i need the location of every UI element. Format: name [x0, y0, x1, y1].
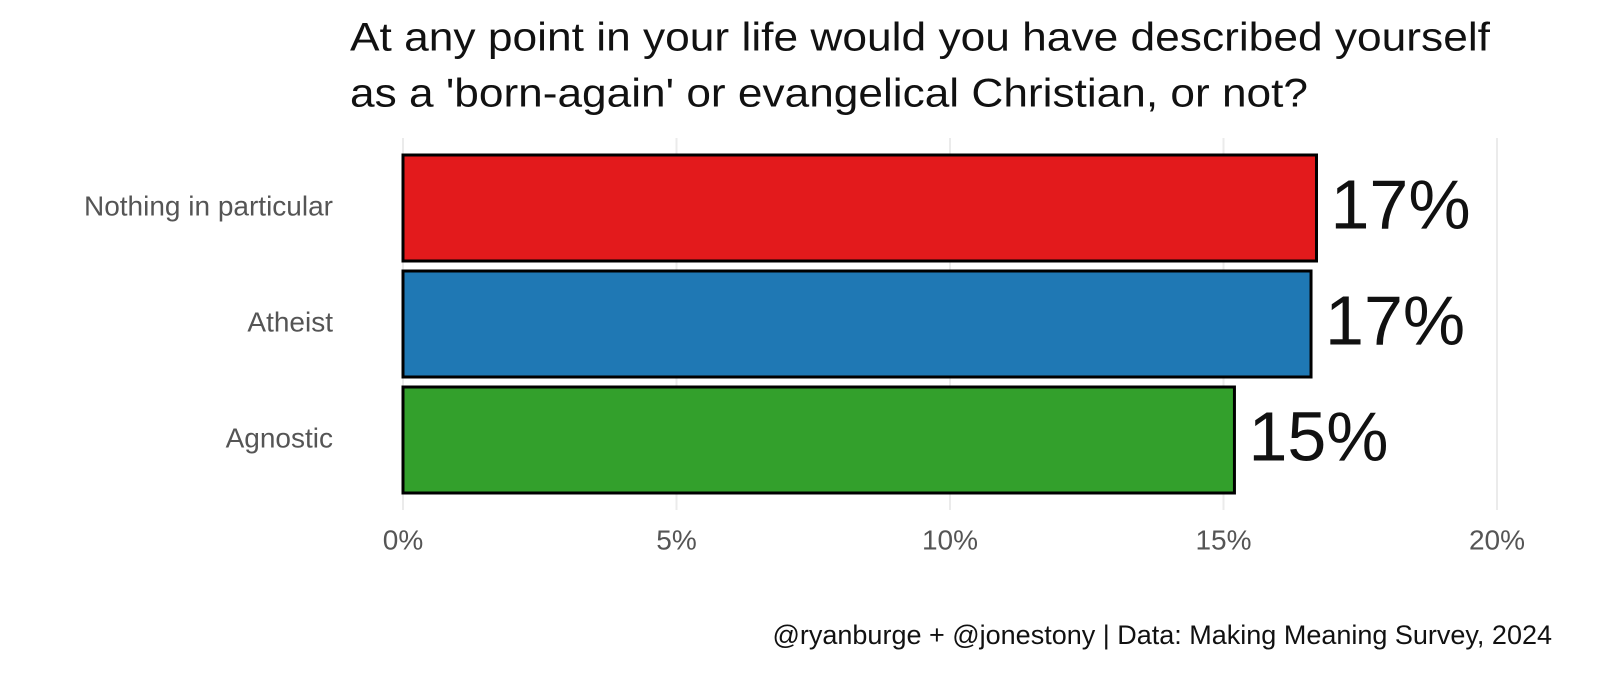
value-label: 15%: [1248, 397, 1388, 475]
y-tick-label: Atheist: [247, 306, 333, 337]
value-label: 17%: [1325, 281, 1465, 359]
chart-title: as a 'born-again' or evangelical Christi…: [350, 72, 1308, 116]
x-tick-label: 10%: [922, 524, 978, 555]
y-tick-label: Nothing in particular: [84, 190, 333, 221]
x-tick-label: 15%: [1195, 524, 1251, 555]
bar: [401, 153, 1318, 263]
x-tick-label: 20%: [1469, 524, 1525, 555]
chart-title: At any point in your life would you have…: [350, 16, 1491, 60]
value-label: 17%: [1330, 165, 1470, 243]
y-tick-label: Agnostic: [226, 422, 333, 453]
x-tick-label: 0%: [383, 524, 423, 555]
caption: @ryanburge + @jonestony | Data: Making M…: [772, 620, 1552, 650]
bar: [401, 269, 1313, 379]
bar: [401, 385, 1236, 495]
x-tick-label: 5%: [656, 524, 696, 555]
